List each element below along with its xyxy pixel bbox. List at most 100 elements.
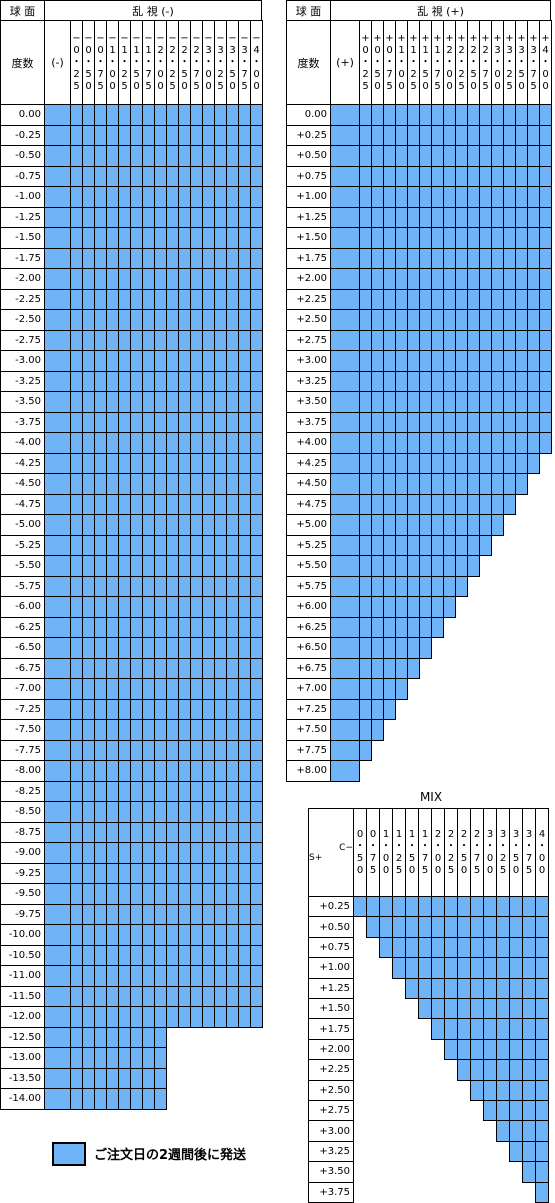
available-cell [44,493,71,515]
power-label: -5.00 [0,514,45,536]
power-label: +4.25 [286,452,331,474]
available-cell [405,936,419,959]
available-cell [366,916,380,938]
cylinder-header: +2 ・ 2 5 [455,20,468,105]
cylinder-header: 1 ・ 2 5 [392,808,406,897]
available-cell [522,1079,536,1101]
power-label: -1.25 [0,206,45,228]
available-cell [44,534,71,556]
available-cell [44,698,71,720]
mix-title: MIX [419,790,443,804]
sphere-header: 球 面 [286,0,331,21]
available-cell [496,1079,510,1101]
available-cell [250,596,263,618]
available-cell [379,896,393,918]
cylinder-header: −1 ・ 2 5 [118,20,131,105]
available-cell [535,916,549,938]
available-cell [522,1140,536,1163]
power-label: +5.50 [286,555,331,577]
power-label: +7.00 [286,678,331,700]
power-label: -5.25 [0,534,45,556]
sphere-header: 球 面 [0,0,45,21]
available-cell [470,957,484,979]
power-label: +8.00 [286,760,331,782]
available-cell [539,391,552,413]
available-cell [431,616,444,638]
cylinder-header: −3 ・ 7 5 [238,20,251,105]
available-cell [522,1161,536,1183]
available-cell [496,1100,510,1122]
power-label: +6.75 [286,657,331,679]
available-cell [483,977,497,999]
available-cell [431,896,445,918]
power-label: -5.75 [0,575,45,597]
cylinder-header: −0 ・ 5 0 [82,20,95,105]
available-cell [483,957,497,979]
available-cell [535,1018,549,1040]
power-label: -11.00 [0,965,45,987]
power-label: -3.00 [0,350,45,372]
power-label: +1.25 [308,977,354,999]
available-cell [44,350,71,372]
available-cell [330,575,360,597]
cylinder-header: 0 ・ 7 5 [366,808,380,897]
power-label: -13.50 [0,1067,45,1089]
available-cell [539,350,552,372]
available-cell [44,1006,71,1028]
cylinder-header: 3 ・ 5 0 [509,808,523,897]
cylinder-header: 2 ・ 0 0 [431,808,445,897]
available-cell [431,998,445,1020]
available-cell [330,227,360,249]
available-cell [154,1088,167,1110]
available-cell [44,227,71,249]
available-cell [330,555,360,577]
available-cell [431,957,445,979]
available-cell [250,657,263,679]
available-cell [539,104,552,126]
available-cell [44,944,71,966]
available-cell [44,370,71,392]
power-label: +4.75 [286,493,331,515]
cylinder-header: −2 ・ 5 0 [178,20,191,105]
power-label: -3.25 [0,370,45,392]
available-cell [44,432,71,454]
available-cell [539,124,552,146]
available-cell [379,916,393,938]
available-cell [44,596,71,618]
available-cell [407,657,420,679]
available-cell [330,678,360,700]
available-cell [539,145,552,167]
available-cell [483,1018,497,1040]
available-cell [250,288,263,310]
power-header: 度数 [286,20,331,105]
available-cell [44,555,71,577]
available-cell [392,936,406,959]
power-label: 0.00 [286,104,331,126]
available-cell [539,288,552,310]
power-label: -8.50 [0,801,45,823]
available-cell [330,124,360,146]
power-label: -0.25 [0,124,45,146]
available-cell [470,977,484,999]
available-cell [483,916,497,938]
available-cell [496,916,510,938]
available-cell [535,1120,549,1142]
available-cell [250,186,263,208]
power-label: +1.25 [286,206,331,228]
available-cell [509,957,523,979]
available-cell [330,719,360,741]
cylinder-header: −0 ・ 7 5 [94,20,107,105]
cylinder-header: −3 ・ 2 5 [214,20,227,105]
available-cell [457,936,471,959]
power-label: +5.75 [286,575,331,597]
available-cell [250,124,263,146]
available-cell [44,862,71,884]
available-cell [496,1038,510,1061]
available-cell [483,1079,497,1101]
available-cell [330,514,360,536]
available-cell [535,1140,549,1163]
available-cell [444,896,458,918]
available-cell [483,998,497,1020]
available-cell [44,514,71,536]
available-cell [496,1059,510,1081]
